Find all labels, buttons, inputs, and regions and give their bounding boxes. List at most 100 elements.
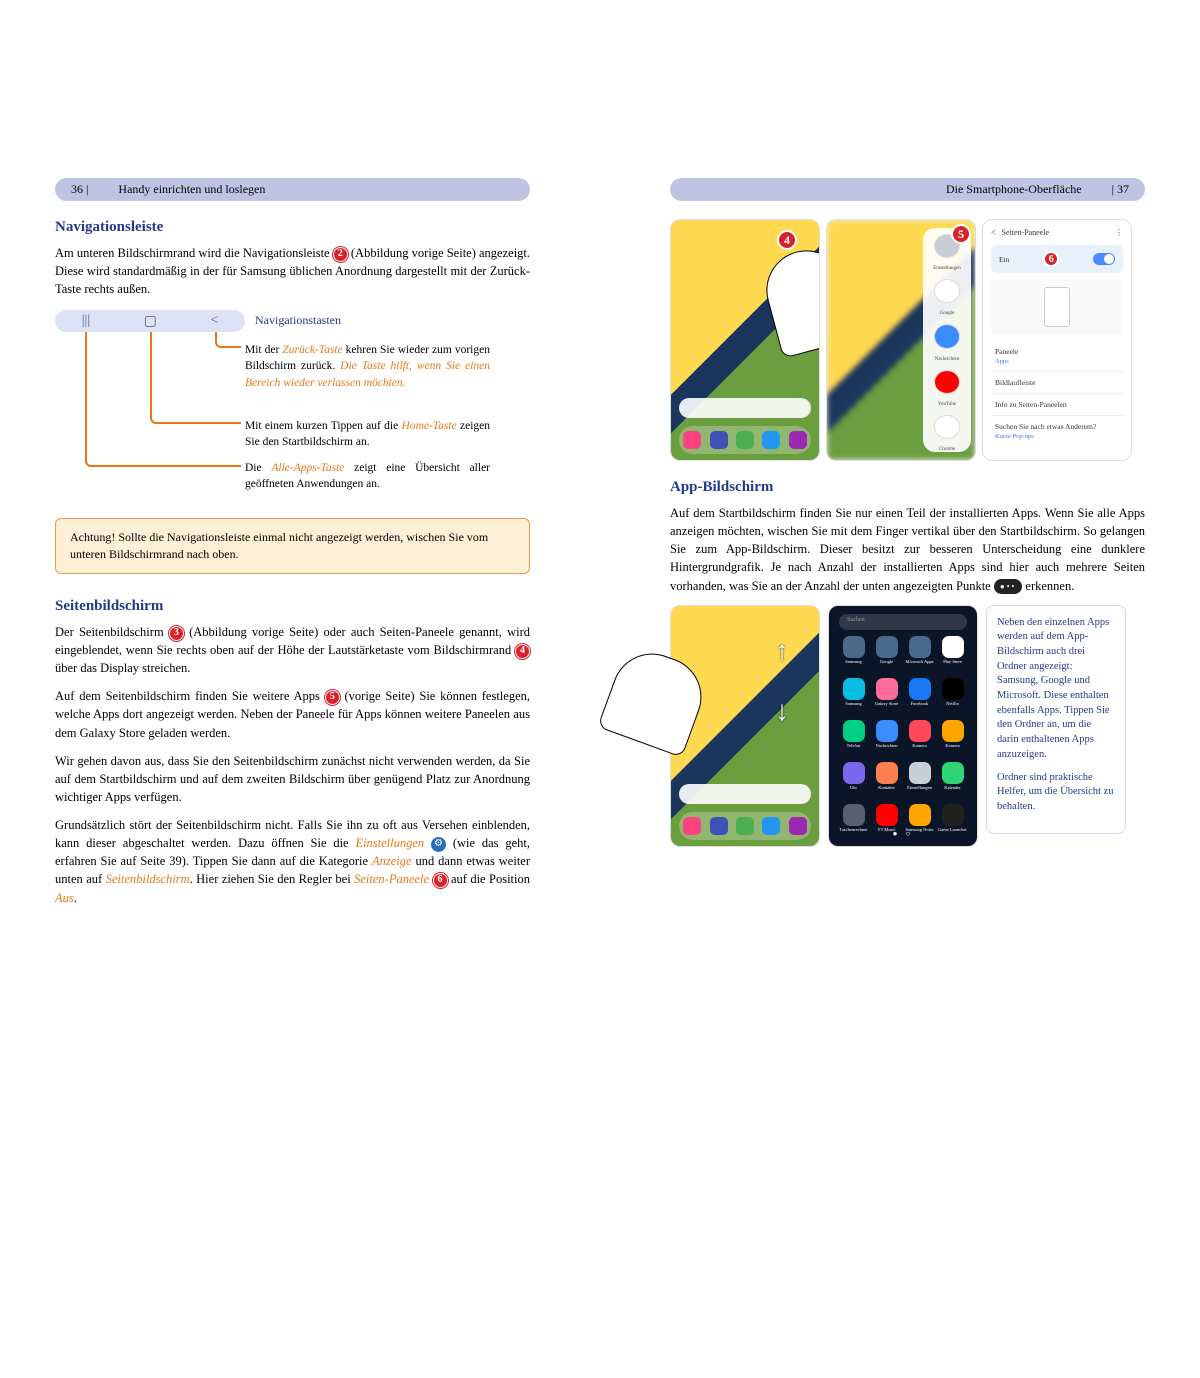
gear-icon: ⚙ <box>431 837 446 852</box>
app-label: Uhr <box>850 785 857 790</box>
app-icon <box>876 762 898 784</box>
intro-paragraph: Am unteren Bildschirmrand wird die Navig… <box>55 244 530 298</box>
app-icon <box>942 804 964 826</box>
app-item: Nachrichten <box>872 720 901 758</box>
panel-app-icon <box>934 370 960 394</box>
app-item: Einstellungen <box>905 762 934 800</box>
down-arrow-icon: ↓ <box>775 696 789 728</box>
app-icon <box>876 720 898 742</box>
navbar-diagram: ||| ▢ < Navigationstasten Mit der Zurück… <box>55 310 530 500</box>
chapter-title-right: Die Smartphone-Oberfläche <box>946 182 1082 197</box>
app-icon <box>909 804 931 826</box>
marker-6-overlay: 6 <box>1043 251 1059 267</box>
app-grid: SamsungGoogleMicrosoft AppsPlay StoreSam… <box>839 636 967 820</box>
dock-app <box>762 817 780 835</box>
app-icon <box>909 762 931 784</box>
app-icon <box>942 636 964 658</box>
settings-header: < Seiten-Paneele ⋮ <box>991 228 1123 237</box>
side-p1: Der Seitenbildschirm 3 (Abbildung vorige… <box>55 623 530 677</box>
app-label: Samsung <box>845 701 862 706</box>
dock-app <box>683 431 701 449</box>
app-p1: Auf dem Startbildschirm finden Sie nur e… <box>670 504 1145 595</box>
app-icon <box>942 762 964 784</box>
dock-app <box>736 817 754 835</box>
app-icon <box>909 636 931 658</box>
app-icon <box>843 804 865 826</box>
info-box: Neben den einzelnen Apps werden auf dem … <box>986 605 1126 834</box>
panel-app-icon <box>934 324 960 348</box>
app-item: Kamera <box>905 720 934 758</box>
marker-6: 6 <box>433 873 448 888</box>
marker-5-overlay: 5 <box>951 224 971 244</box>
settings-row: Info zu Seiten-Paneelen <box>991 394 1123 416</box>
back-arrow-icon: < <box>991 228 996 237</box>
app-item: Kamera <box>938 720 967 758</box>
bracket-3 <box>85 332 241 467</box>
dock-app <box>710 817 728 835</box>
app-icon <box>909 678 931 700</box>
side-p4: Grundsätzlich stört der Seitenbildschirm… <box>55 816 530 907</box>
phone-row-bottom: ↑ ↓ Suchen SamsungGoogleMicrosoft AppsPl… <box>670 605 1145 847</box>
page-header-right: Die Smartphone-Oberfläche | 37 <box>670 178 1145 201</box>
app-label: Einstellungen <box>907 785 932 790</box>
settings-row: Bildlaufleiste <box>991 372 1123 394</box>
section-title-2: Seitenbildschirm <box>55 598 530 615</box>
page-header: 36 | Handy einrichten und loslegen <box>55 178 530 201</box>
app-icon <box>843 636 865 658</box>
app-item: Facebook <box>905 678 934 716</box>
side-p3: Wir gehen davon aus, dass Sie den Seiten… <box>55 752 530 806</box>
app-label: Kamera <box>945 743 959 748</box>
app-icon <box>876 678 898 700</box>
toggle-row: Ein 6 <box>991 245 1123 273</box>
app-item: Uhr <box>839 762 868 800</box>
phone-app-screen: Suchen SamsungGoogleMicrosoft AppsPlay S… <box>828 605 978 847</box>
side-p2: Auf dem Seitenbildschirm finden Sie weit… <box>55 687 530 741</box>
nav-desc-home: Mit einem kurzen Tippen auf die Home-Tas… <box>245 418 490 450</box>
panel-app-label: Chrome <box>939 447 955 452</box>
toggle-switch <box>1093 253 1115 265</box>
search-field: Suchen <box>839 614 967 630</box>
app-icon <box>876 804 898 826</box>
app-label: Netflix <box>946 701 959 706</box>
app-label: Play Store <box>943 659 962 664</box>
app-icon <box>843 678 865 700</box>
settings-preview <box>991 279 1123 335</box>
page-dots: ● ○ <box>829 829 977 838</box>
nav-desc-back: Mit der Zurück-Taste kehren Sie wieder z… <box>245 342 490 390</box>
dock-app <box>683 817 701 835</box>
app-icon <box>876 636 898 658</box>
phone-row-top: 4 EinstellungenGoogleNachrichtenYouTubeC… <box>670 219 1145 461</box>
nav-desc-allapps: Die Alle-Apps-Taste zeigt eine Übersicht… <box>245 460 490 492</box>
more-icon: ⋮ <box>1115 228 1123 237</box>
phone-screenshot-4: 4 <box>670 219 820 461</box>
app-label: Kamera <box>912 743 926 748</box>
section-title: Navigationsleiste <box>55 219 530 236</box>
app-label: Telefon <box>847 743 861 748</box>
search-pill <box>679 398 811 418</box>
settings-row: Suchen Sie nach etwas Anderem?Kurze Pop-… <box>991 416 1123 446</box>
page-right: Die Smartphone-Oberfläche | 37 4 <box>670 178 1145 917</box>
settings-row: PaneeleApps <box>991 341 1123 372</box>
app-item: Samsung <box>839 678 868 716</box>
app-item: Netflix <box>938 678 967 716</box>
page-number: 36 | <box>71 182 88 197</box>
app-item: Microsoft Apps <box>905 636 934 674</box>
side-panel: EinstellungenGoogleNachrichtenYouTubeChr… <box>923 228 971 452</box>
app-label: Kontakte <box>878 785 895 790</box>
home-icon: ▢ <box>144 313 157 330</box>
chapter-title: Handy einrichten und loslegen <box>118 182 265 197</box>
dock <box>679 812 811 840</box>
dock-app <box>762 431 780 449</box>
app-icon <box>942 720 964 742</box>
app-label: Galaxy Store <box>875 701 899 706</box>
page-left: 36 | Handy einrichten und loslegen Navig… <box>55 178 530 917</box>
dock-app <box>736 431 754 449</box>
app-item: Telefon <box>839 720 868 758</box>
back-icon: < <box>210 313 218 329</box>
section-title-app: App-Bildschirm <box>670 479 1145 496</box>
app-item: Play Store <box>938 636 967 674</box>
app-item: Kalender <box>938 762 967 800</box>
page-number-right: | 37 <box>1112 182 1129 197</box>
marker-3: 3 <box>169 626 184 641</box>
panel-app-label: Einstellungen <box>933 266 961 271</box>
